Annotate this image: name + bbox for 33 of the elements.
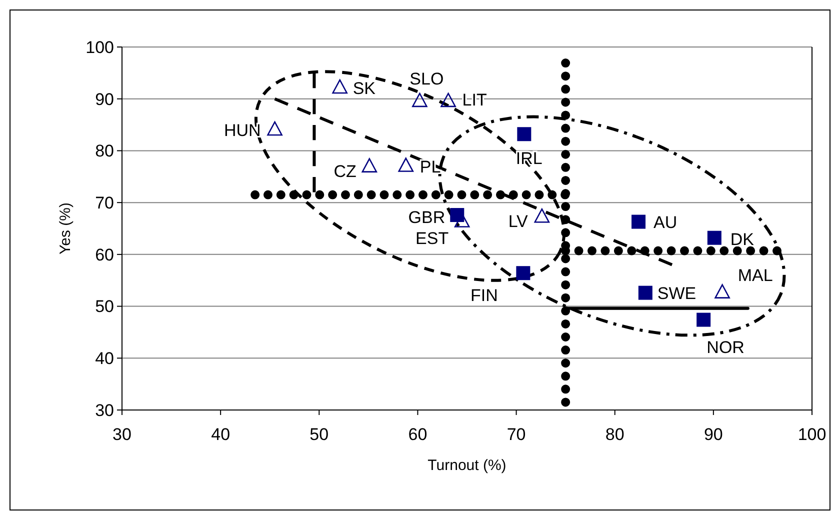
data-label: MAL — [738, 266, 773, 285]
x-tick-label: 60 — [408, 425, 428, 444]
y-tick-label: 40 — [95, 349, 114, 368]
data-label: FIN — [470, 286, 498, 306]
y-tick-label: 80 — [95, 142, 114, 161]
x-tick-label: 40 — [211, 425, 230, 444]
data-label: SK — [352, 78, 376, 98]
data-label: LV — [508, 212, 529, 232]
x-tick-label: 70 — [506, 425, 526, 444]
x-tick-label: 80 — [605, 425, 624, 444]
data-label: DK — [730, 230, 755, 249]
data-label: LIT — [462, 90, 487, 110]
data-label: NOR — [706, 338, 744, 357]
x-tick-label: 100 — [798, 425, 826, 444]
data-label: IRL — [516, 149, 542, 168]
data-label: EST — [416, 228, 449, 248]
data-label: SWE — [657, 284, 696, 303]
y-tick-label: 30 — [95, 400, 114, 420]
x-axis-title: Turnout (%) — [428, 457, 506, 474]
data-label: CZ — [334, 162, 356, 181]
x-tick-label: 50 — [310, 425, 329, 444]
data-label: GBR — [408, 208, 446, 228]
x-tick-label: 30 — [112, 425, 132, 444]
y-tick-label: 100 — [86, 38, 114, 57]
data-label: AU — [654, 212, 678, 232]
data-label: HUN — [224, 120, 261, 140]
y-tick-label: 70 — [95, 194, 114, 213]
y-tick-label: 50 — [95, 297, 114, 316]
y-axis-title: Yes (%) — [57, 202, 74, 254]
data-label: SLO — [410, 69, 444, 88]
x-tick-label: 90 — [704, 425, 723, 444]
y-tick-label: 60 — [95, 245, 114, 264]
y-tick-label: 90 — [95, 90, 114, 109]
